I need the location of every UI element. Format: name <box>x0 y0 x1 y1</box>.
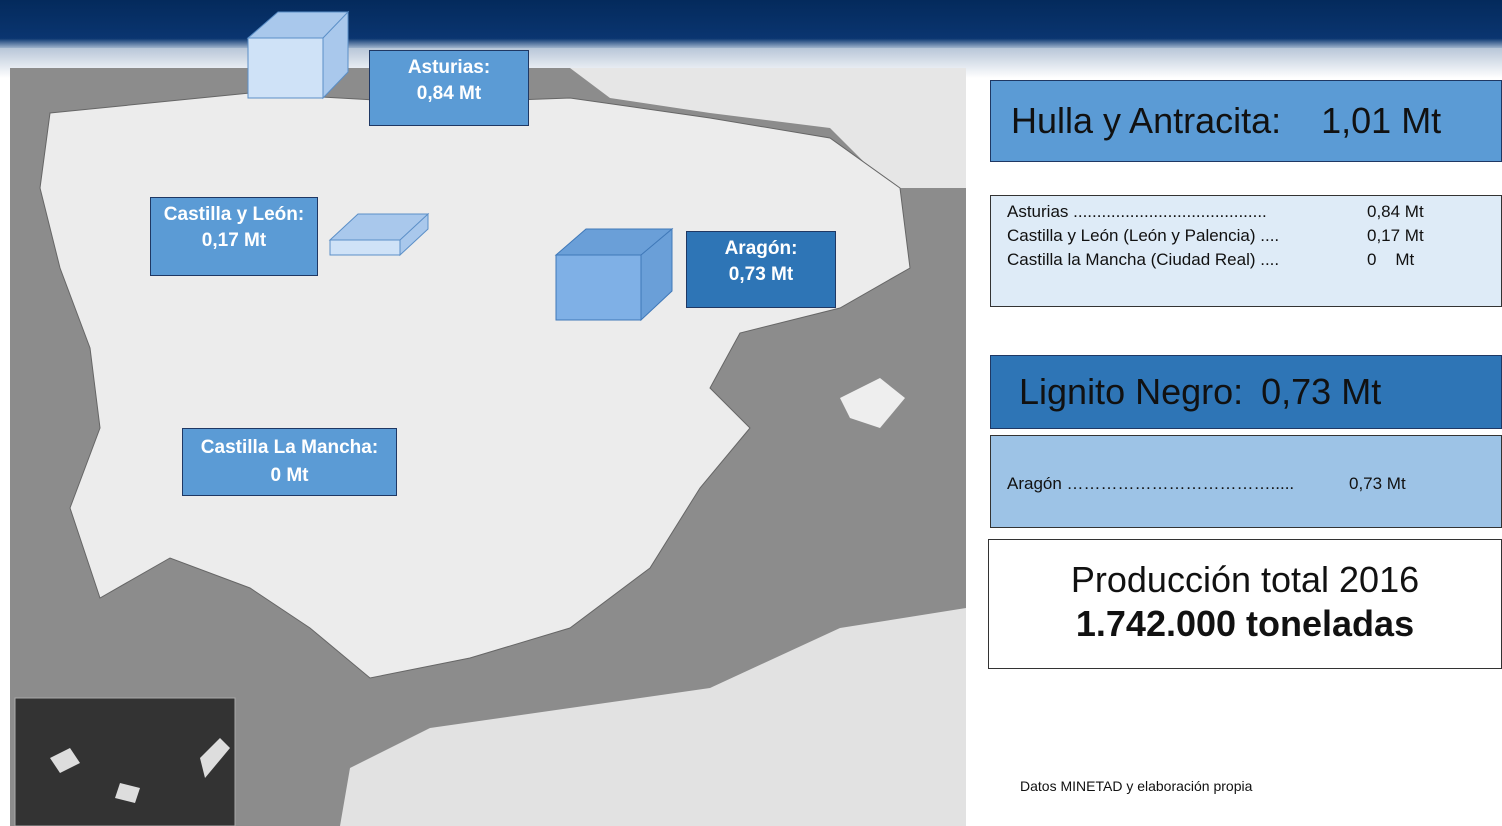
produccion-box: Producción total 2016 1.742.000 tonelada… <box>988 539 1502 669</box>
row-label: Asturias ...............................… <box>1007 202 1267 221</box>
label-value: 0,17 Mt <box>201 230 267 251</box>
lignito-total: 0,73 Mt <box>1261 371 1382 412</box>
source: Datos MINETAD y elaboración propia <box>1020 778 1253 794</box>
label-clm: Castilla La Mancha: 0 Mt <box>182 428 397 496</box>
row-value: 0,73 Mt <box>1349 474 1406 493</box>
hulla-header: Hulla y Antracita: 1,01 Mt <box>990 80 1502 162</box>
label-name: Asturias: <box>407 57 491 78</box>
label-asturias: Asturias: 0,84 Mt <box>369 50 529 126</box>
hulla-title: Hulla y Antracita: <box>1011 100 1282 141</box>
label-cyl: Castilla y León: 0,17 Mt <box>150 197 318 276</box>
label-aragon: Aragón: 0,73 Mt <box>686 231 836 308</box>
label-name: Castilla La Mancha: <box>200 437 379 458</box>
row: Castilla y León (León y Palencia) .... 0,… <box>1007 224 1501 248</box>
boxes <box>246 10 430 257</box>
label-value: 0 Mt <box>270 465 309 486</box>
label-value: 0,73 Mt <box>728 264 794 285</box>
top-band <box>0 0 1502 48</box>
label-name: Aragón: <box>724 238 798 259</box>
map <box>10 68 966 826</box>
canarias-inset <box>14 697 236 826</box>
produccion-line1: Producción total 2016 <box>1070 559 1420 600</box>
lignito-header: Lignito Negro: 0,73 Mt <box>990 355 1502 429</box>
label-value: 0,84 Mt <box>416 83 482 104</box>
row-label: Castilla y León (León y Palencia) .... <box>1007 226 1280 245</box>
row-label: Castilla la Mancha (Ciudad Real) .... <box>1007 250 1280 269</box>
label-name: Castilla y León: <box>163 204 305 225</box>
produccion-line2: 1.742.000 toneladas <box>1075 603 1415 644</box>
hulla-body: Asturias ...............................… <box>990 195 1502 307</box>
box-asturias <box>246 10 350 100</box>
box-cyl <box>328 212 430 257</box>
row: Castilla la Mancha (Ciudad Real) .... 0 M… <box>1007 248 1501 272</box>
row: Aragón ………………………………..... 0,73 Mt <box>1007 472 1501 496</box>
france <box>570 68 966 188</box>
row-label: Aragón ………………………………..... <box>1007 474 1295 493</box>
row: Asturias ...............................… <box>1007 200 1501 224</box>
row-value: 0,17 Mt <box>1367 226 1424 245</box>
row-value: 0 Mt <box>1367 250 1415 269</box>
hulla-total: 1,01 Mt <box>1321 100 1442 141</box>
lignito-title: Lignito Negro: <box>1019 371 1244 412</box>
box-aragon <box>554 227 674 322</box>
island <box>840 378 905 428</box>
africa <box>340 608 966 826</box>
lignito-body: Aragón ………………………………..... 0,73 Mt <box>990 435 1502 528</box>
row-value: 0,84 Mt <box>1367 202 1424 221</box>
